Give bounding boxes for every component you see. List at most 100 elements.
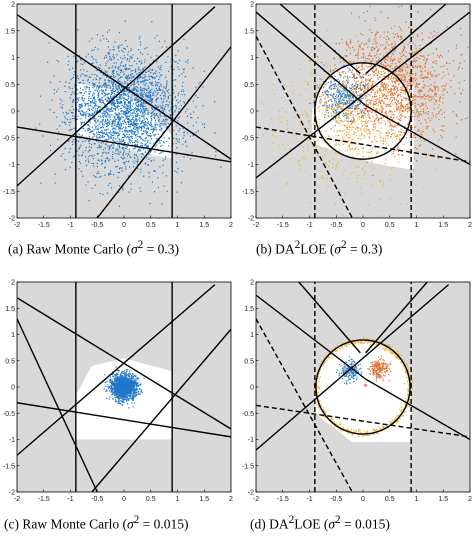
point	[400, 104, 402, 106]
point	[366, 110, 369, 112]
point	[76, 140, 78, 142]
point	[372, 123, 374, 125]
point	[109, 87, 111, 89]
point	[165, 104, 167, 106]
point	[66, 113, 68, 115]
point	[129, 91, 131, 93]
point	[89, 101, 92, 103]
point	[81, 141, 84, 143]
point	[430, 32, 432, 34]
point	[439, 97, 441, 99]
point	[281, 97, 283, 99]
point	[357, 148, 359, 150]
point	[338, 80, 340, 82]
point	[107, 128, 109, 131]
point	[405, 21, 407, 23]
point	[112, 104, 114, 106]
point	[135, 119, 137, 121]
point	[115, 76, 117, 78]
point	[319, 45, 321, 47]
point	[373, 96, 375, 98]
point	[359, 101, 361, 104]
point	[384, 65, 386, 67]
point	[134, 123, 136, 125]
point	[104, 103, 106, 105]
point	[362, 155, 364, 157]
point	[77, 29, 79, 31]
point	[105, 71, 107, 73]
point	[341, 38, 343, 41]
point	[105, 129, 108, 131]
point	[427, 76, 429, 78]
point	[112, 123, 114, 125]
point	[319, 100, 321, 103]
point	[147, 85, 149, 87]
point	[169, 94, 171, 96]
point	[122, 144, 125, 147]
point	[139, 111, 142, 114]
point	[467, 46, 469, 48]
point	[119, 44, 121, 47]
point	[88, 140, 90, 143]
point	[128, 138, 130, 140]
point	[116, 71, 118, 73]
point	[361, 134, 363, 136]
point	[344, 133, 346, 135]
point	[113, 115, 115, 117]
point	[136, 126, 138, 128]
point	[348, 87, 351, 89]
point	[143, 115, 145, 117]
point	[367, 40, 369, 42]
point	[175, 54, 177, 57]
point	[105, 112, 107, 114]
point	[379, 94, 381, 97]
point	[155, 109, 157, 111]
point	[363, 85, 365, 87]
point	[432, 148, 434, 150]
point	[94, 83, 96, 85]
scatter-plot-b: *-2 -1.5 -1 -0.5 0 0.5 1 1.5 2-2-1.5-1-0.500.511…	[242, 2, 472, 230]
point	[405, 56, 407, 58]
point	[89, 117, 91, 119]
point	[129, 136, 132, 138]
point	[152, 125, 154, 128]
point	[91, 130, 93, 132]
point	[435, 94, 437, 96]
point	[120, 118, 122, 121]
point	[400, 119, 402, 121]
point	[125, 147, 127, 150]
point	[368, 54, 371, 56]
point	[92, 136, 94, 138]
point	[135, 122, 137, 125]
point	[112, 120, 114, 122]
point	[141, 91, 143, 94]
point	[137, 118, 139, 121]
point	[126, 107, 128, 109]
point	[153, 129, 155, 131]
point	[71, 128, 73, 131]
point	[390, 110, 392, 112]
point	[121, 96, 123, 98]
point	[88, 114, 90, 116]
point	[112, 125, 114, 127]
point	[400, 101, 403, 103]
point	[137, 135, 139, 137]
point	[121, 140, 124, 143]
point	[438, 56, 440, 58]
point	[96, 153, 98, 155]
point	[152, 92, 155, 94]
point	[109, 99, 111, 102]
point	[83, 62, 85, 64]
point	[99, 77, 101, 79]
point	[164, 40, 166, 42]
point	[406, 64, 408, 66]
point	[154, 151, 156, 153]
point	[117, 79, 119, 81]
point	[83, 98, 85, 100]
point	[146, 95, 148, 98]
point	[437, 107, 440, 109]
point	[112, 131, 114, 133]
point	[112, 139, 114, 141]
point	[410, 27, 412, 29]
point	[136, 133, 138, 135]
